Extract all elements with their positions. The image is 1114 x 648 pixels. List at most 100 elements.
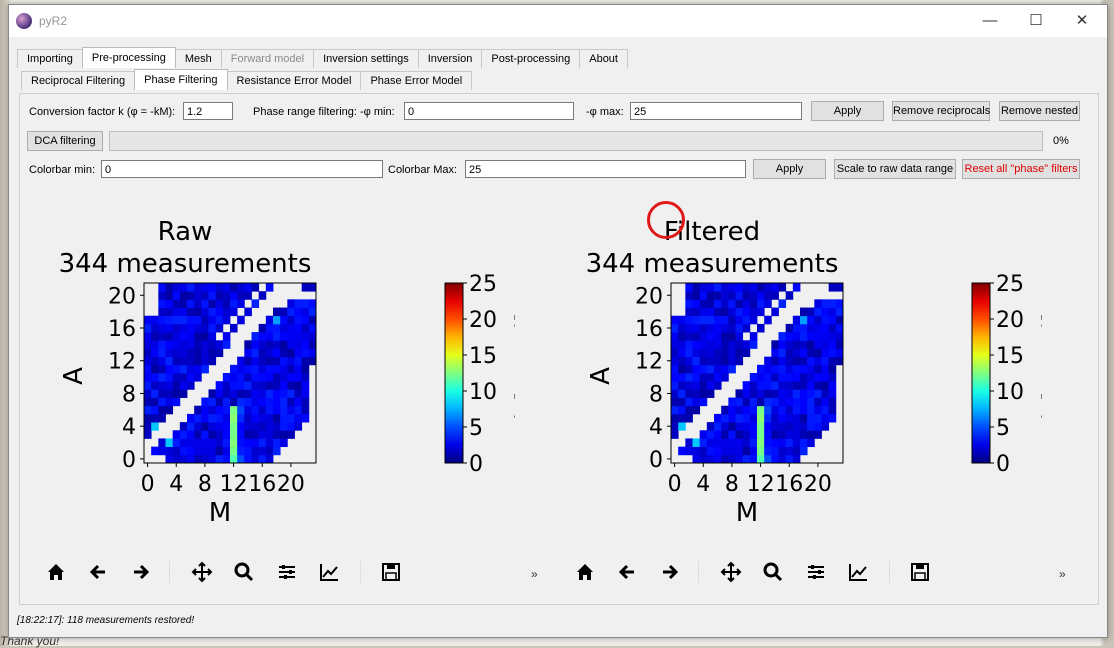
remove-reciprocals-button[interactable]: Remove reciprocals [892,101,990,121]
pan-icon[interactable] [720,561,742,583]
heatmap-cell [692,381,701,390]
heatmap-cell [251,438,260,448]
tab-pre-processing[interactable]: Pre-processing [81,47,176,68]
home-icon[interactable] [574,561,596,583]
subtab-resistance-error-model[interactable]: Resistance Error Model [226,71,362,90]
heatmap-cell [280,332,288,341]
toolbar-overflow-button[interactable]: » [1059,567,1066,581]
tab-importing[interactable]: Importing [17,49,83,68]
configure-icon[interactable] [805,561,827,583]
heatmap-cell [800,340,808,349]
window-title: pyR2 [39,14,68,28]
heatmap-cell [258,430,267,439]
heatmap-cell [778,299,787,308]
maximize-button[interactable]: ☐ [1029,12,1043,29]
subtab-phase-error-model[interactable]: Phase Error Model [360,71,473,90]
heatmap-cell [287,389,295,398]
heatmap-cell [792,373,801,382]
reset-phase-filters-button[interactable]: Reset all "phase" filters [962,159,1080,179]
heatmap-cell [735,454,744,464]
tab-about[interactable]: About [579,49,628,68]
colorbar-min-input[interactable]: 0 [101,160,383,178]
heatmap-cell [771,340,779,349]
tab-mesh[interactable]: Mesh [174,49,222,68]
heatmap-cell [814,348,822,358]
apply-range-button[interactable]: Apply [811,101,884,121]
colorbar-tick-label: 15 [996,344,1024,369]
edit-axes-icon[interactable] [318,561,340,583]
heatmap-cell [222,413,231,423]
heatmap-cell [251,356,260,366]
zoom-icon[interactable] [762,561,784,583]
heatmap-cell [678,356,686,366]
forward-arrow-icon[interactable] [130,561,152,583]
scale-raw-range-button[interactable]: Scale to raw data range [834,159,956,179]
heatmap-cell [671,397,679,407]
heatmap-cell [735,389,744,398]
pan-icon[interactable] [191,561,213,583]
heatmap-cell [215,422,224,431]
phase-max-input[interactable]: 25 [630,102,802,120]
heatmap-cell [800,438,808,448]
toolbar-overflow-button[interactable]: » [531,567,538,581]
tab-inversion[interactable]: Inversion [417,49,483,68]
y-tick-label: 20 [108,284,136,309]
heatmap-cell [215,291,224,300]
heatmap-cell [714,454,722,464]
heatmap-cell [714,381,722,390]
heatmap-cell [273,430,281,439]
heatmap-cell [749,454,758,464]
close-button[interactable]: ✕ [1075,12,1089,29]
colorbar-tick-label: 20 [469,308,497,333]
apply-colorbar-button[interactable]: Apply [753,159,826,179]
heatmap-cell [706,291,715,300]
phase-min-input[interactable]: 0 [404,102,574,120]
heatmap-cell [742,315,751,325]
heatmap-cell [287,397,295,407]
heatmap-cell [742,348,751,358]
heatmap-cell [749,315,758,325]
heatmap-cell [237,373,245,382]
dca-filtering-button[interactable]: DCA filtering [27,131,103,151]
heatmap-cell [144,364,152,374]
subtab-phase-filtering[interactable]: Phase Filtering [134,69,228,90]
heatmap-cell [158,381,166,390]
minimize-button[interactable]: — [982,12,998,29]
remove-nested-button[interactable]: Remove nested [999,101,1080,121]
back-arrow-icon[interactable] [87,561,109,583]
subtab-reciprocal-filtering[interactable]: Reciprocal Filtering [21,71,136,90]
heatmap-cell [144,315,152,325]
tab-post-processing[interactable]: Post-processing [481,49,581,68]
configure-icon[interactable] [276,561,298,583]
home-icon[interactable] [45,561,67,583]
heatmap-cell [280,307,288,317]
heatmap-cell [771,364,779,374]
save-icon[interactable] [909,561,931,583]
heatmap-cell [172,299,181,308]
heatmap-cell [215,340,224,349]
heatmap-cell [287,430,295,439]
heatmap-cell [671,413,679,423]
heatmap-cell [280,397,288,407]
heatmap-cell [764,315,772,325]
forward-arrow-icon[interactable] [659,561,681,583]
heatmap-cell [828,299,837,308]
heatmap-cell [194,299,202,308]
zoom-icon[interactable] [233,561,255,583]
heatmap-cell [814,356,822,366]
colorbar-tick-label: 0 [469,452,483,477]
back-arrow-icon[interactable] [616,561,638,583]
heatmap-cell [201,307,209,317]
heatmap-cell [165,323,174,333]
save-icon[interactable] [380,561,402,583]
colorbar-max-input[interactable]: 25 [465,160,746,178]
heatmap-cell [685,283,693,292]
conversion-factor-input[interactable]: 1.2 [183,102,233,120]
tab-inversion-settings[interactable]: Inversion settings [313,49,419,68]
heatmap-cell [280,356,288,366]
heatmap-cell [785,446,794,456]
heatmap-cell [785,356,794,366]
edit-axes-icon[interactable] [847,561,869,583]
